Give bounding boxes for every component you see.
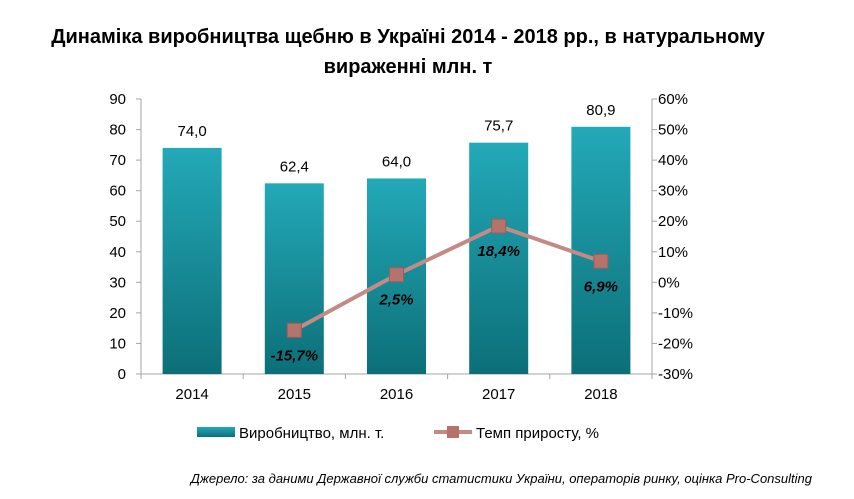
y-left-tick-label: 60: [109, 183, 126, 200]
bar-value-label: 75,7: [484, 118, 513, 135]
x-tick-label: 2017: [482, 386, 515, 403]
y-left-tick-label: 20: [109, 305, 126, 322]
growth-marker: [389, 267, 404, 283]
growth-value-label: 6,9%: [584, 278, 618, 295]
x-tick-label: 2016: [380, 386, 413, 403]
chart-title-line-2: вираженні млн. т: [323, 56, 493, 78]
y-right-tick-label: -20%: [658, 335, 693, 352]
x-tick-label: 2015: [278, 386, 311, 403]
source-note: Джерело: за даними Державної служби стат…: [190, 471, 812, 486]
y-left-tick-label: 70: [109, 152, 126, 169]
growth-value-label: 18,4%: [477, 243, 520, 260]
y-right-tick-label: 50%: [658, 122, 688, 139]
y-left-tick-label: 90: [109, 91, 126, 108]
growth-marker: [286, 322, 302, 338]
y-right-tick-label: 40%: [658, 152, 688, 169]
bar: [162, 147, 222, 374]
bar-value-label: 62,4: [280, 158, 309, 175]
y-right-tick-label: 30%: [658, 183, 688, 200]
bar-value-label: 80,9: [586, 102, 615, 119]
y-left-tick-label: 0: [118, 366, 126, 383]
growth-value-label: -15,7%: [271, 347, 319, 364]
growth-line: [293, 224, 602, 333]
legend-line-label: Темп приросту, %: [476, 425, 599, 442]
growth-value-label: 2,5%: [378, 292, 413, 309]
axes: 0 10 20 30 40 50 60 70 80 90 -30% -20% -10% 0% 10% 20% 3…: [109, 91, 693, 403]
y-left-tick-label: 80: [109, 122, 126, 139]
data-labels: 74,0 62,4 64,0 75,7 80,9 -15,7% 2,5% 18,4% 6,9%: [177, 102, 618, 364]
legend-line-marker: [447, 426, 459, 438]
chart-title: Динаміка виробництва щебню в Україні 201…: [0, 22, 816, 82]
y-left-tick-label: 30: [109, 274, 126, 291]
y-left-tick-label: 10: [109, 335, 126, 352]
bar: [571, 126, 631, 374]
y-left-tick-label: 40: [109, 244, 126, 261]
growth-marker: [593, 253, 609, 269]
y-right-tick-label: 0%: [658, 274, 680, 291]
y-left-tick-label: 50: [109, 213, 126, 230]
legend: Виробництво, млн. т. Темп приросту, %: [197, 425, 599, 442]
chart-title-line-1: Динаміка виробництва щебню в Україні 201…: [51, 26, 765, 48]
bar: [469, 142, 529, 374]
y-right-tick-label: 10%: [658, 244, 688, 261]
legend-bar-label: Виробництво, млн. т.: [239, 425, 384, 442]
y-right-tick-label: 60%: [658, 91, 688, 108]
y-right-tick-label: -30%: [658, 366, 693, 383]
y-right-tick-label: 20%: [658, 213, 688, 230]
legend-bar-swatch: [197, 427, 235, 437]
bar: [264, 183, 324, 374]
bar-value-label: 74,0: [177, 123, 206, 140]
y-right-tick-label: -10%: [658, 305, 693, 322]
bar-series: [162, 126, 631, 374]
bar-value-label: 64,0: [382, 153, 411, 170]
line-series: [286, 218, 609, 338]
x-tick-label: 2018: [584, 386, 617, 403]
growth-marker: [491, 218, 507, 234]
x-tick-label: 2014: [175, 386, 208, 403]
